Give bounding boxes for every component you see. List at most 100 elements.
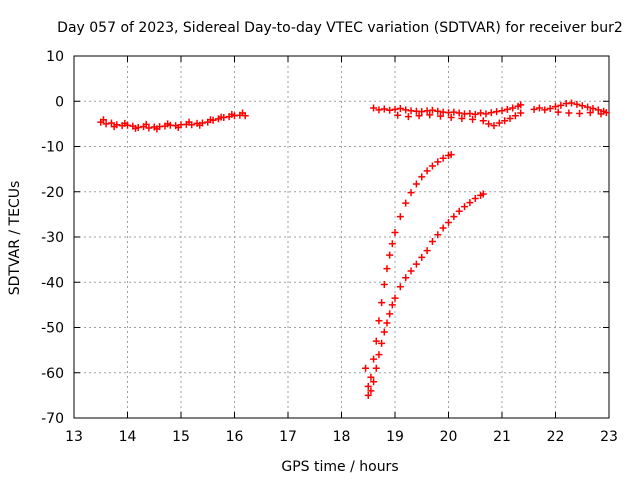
data-point: [455, 207, 463, 215]
data-point: [450, 213, 458, 221]
y-tick-label: 10: [46, 49, 64, 65]
data-point: [396, 104, 404, 112]
data-point: [589, 104, 597, 112]
data-point: [110, 123, 118, 131]
data-point: [394, 111, 402, 119]
y-tick-label: -70: [41, 411, 64, 427]
data-point: [364, 391, 372, 399]
y-tick-label: -60: [41, 366, 64, 382]
data-point: [469, 115, 477, 123]
data-point: [383, 265, 391, 273]
data-point: [107, 119, 115, 127]
data-point: [439, 154, 447, 162]
x-tick-label: 13: [65, 429, 83, 445]
data-point: [396, 283, 404, 291]
data-point: [164, 120, 172, 128]
data-point: [196, 121, 204, 129]
data-point: [495, 119, 503, 127]
data-point: [493, 108, 501, 116]
data-point: [364, 382, 372, 390]
data-point: [535, 104, 543, 112]
data-point: [423, 247, 431, 255]
data-point: [407, 189, 415, 197]
data-point: [142, 120, 150, 128]
y-tick-label: -10: [41, 140, 64, 156]
data-point: [552, 103, 559, 111]
data-point: [404, 113, 412, 121]
data-point: [479, 190, 487, 198]
data-point: [546, 104, 554, 112]
series-5: [362, 190, 487, 395]
data-point: [586, 109, 594, 117]
series-4: [364, 151, 455, 399]
x-tick-label: 23: [600, 429, 618, 445]
data-point: [426, 111, 434, 119]
data-point: [378, 299, 386, 307]
y-axis-title: SDTVAR / TECUs: [7, 181, 23, 296]
data-point: [121, 119, 129, 127]
data-point: [391, 228, 399, 236]
data-point: [428, 238, 436, 246]
y-tick-label: -40: [41, 275, 64, 291]
data-point: [436, 112, 444, 120]
data-point: [471, 110, 479, 118]
data-point: [380, 105, 388, 113]
data-point: [479, 117, 487, 125]
data-point: [375, 106, 383, 114]
data-point: [447, 151, 455, 159]
data-point: [445, 219, 452, 227]
data-point: [557, 101, 565, 109]
data-point: [388, 301, 396, 309]
data-point: [380, 281, 388, 289]
data-point: [206, 116, 214, 124]
data-point: [455, 109, 463, 117]
data-point: [485, 120, 493, 128]
data-point: [602, 109, 610, 117]
data-point: [386, 251, 394, 259]
data-point: [174, 123, 182, 131]
data-point: [471, 195, 479, 203]
data-point: [375, 351, 383, 359]
data-point: [372, 364, 380, 372]
x-axis: 13 14 15 16 17 18 19 20 21 22 23: [65, 56, 618, 445]
data-point: [511, 112, 519, 120]
x-tick-label: 16: [226, 429, 244, 445]
data-point: [370, 378, 378, 386]
data-point: [487, 109, 495, 117]
chart-title: Day 057 of 2023, Sidereal Day-to-day VTE…: [57, 20, 623, 36]
data-point: [402, 199, 410, 207]
x-tick-label: 20: [440, 429, 458, 445]
data-point: [594, 106, 602, 114]
data-point: [396, 213, 404, 221]
data-point: [530, 105, 538, 113]
data-point: [428, 162, 436, 170]
data-point: [391, 105, 399, 113]
data-point: [418, 253, 426, 261]
series-3: [530, 99, 610, 118]
data-point: [490, 122, 498, 130]
data-point: [434, 158, 442, 166]
data-point: [102, 120, 110, 128]
data-point: [466, 199, 474, 207]
data-points: [97, 99, 610, 399]
data-point: [362, 364, 370, 372]
data-point: [228, 110, 236, 118]
data-point: [367, 387, 375, 395]
data-point: [576, 109, 584, 117]
data-point: [412, 260, 420, 268]
data-point: [461, 203, 469, 211]
y-tick-label: -20: [41, 185, 64, 201]
x-tick-label: 17: [279, 429, 297, 445]
data-point: [370, 355, 378, 363]
series-1: [97, 109, 249, 133]
data-point: [423, 167, 431, 175]
data-point: [584, 103, 592, 111]
y-tick-label: -50: [41, 321, 64, 337]
data-point: [554, 108, 562, 116]
data-point: [477, 109, 485, 117]
data-point: [482, 110, 490, 118]
x-axis-title: GPS time / hours: [281, 459, 398, 475]
data-point: [501, 117, 509, 125]
data-point: [415, 112, 423, 120]
data-point: [185, 118, 193, 126]
